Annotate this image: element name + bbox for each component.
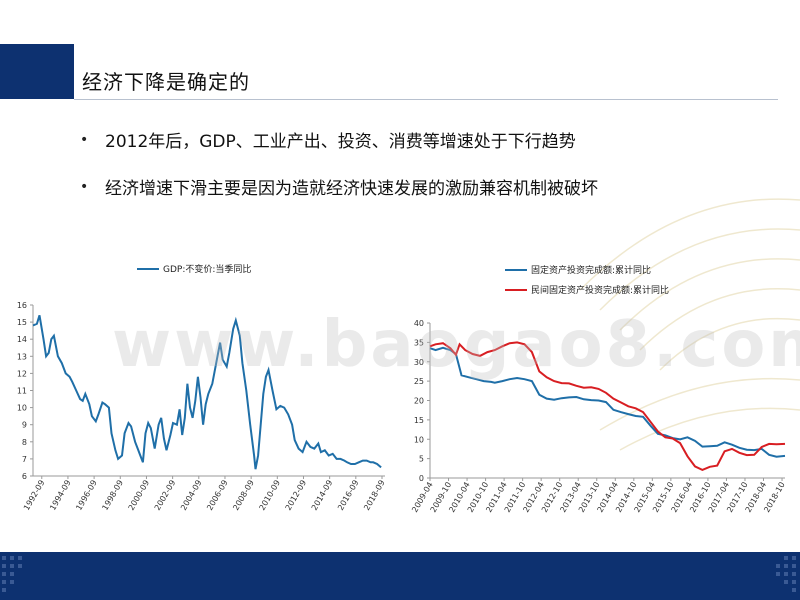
bullet-item-2: • 经济增速下滑主要是因为造就经济快速发展的激励兼容机制被破坏 xyxy=(80,174,598,200)
x-tick-label: 2000-09 xyxy=(127,479,152,512)
bullet-dot-icon: • xyxy=(80,178,89,195)
y-tick-label: 16 xyxy=(17,301,27,310)
x-tick-label: 2012-09 xyxy=(284,479,309,512)
grid-pattern-icon xyxy=(2,556,22,592)
bullet-item-1: • 2012年后，GDP、工业产出、投资、消费等增速处于下行趋势 xyxy=(80,127,576,153)
y-tick-label: 15 xyxy=(17,318,27,327)
y-tick-label: 25 xyxy=(414,377,424,386)
x-tick-label: 2016-09 xyxy=(336,479,361,512)
y-tick-label: 35 xyxy=(414,338,424,347)
y-tick-label: 12 xyxy=(17,369,27,378)
decorative-swirl-icon xyxy=(579,198,800,451)
y-tick-label: 11 xyxy=(17,387,27,396)
investment-chart: 05101520253035402009-042009-102010-04201… xyxy=(410,264,787,514)
x-tick-label: 2004-09 xyxy=(179,479,204,512)
y-tick-label: 10 xyxy=(414,435,424,444)
y-tick-label: 8 xyxy=(22,438,27,447)
x-tick-label: 2002-09 xyxy=(153,479,178,512)
bullet-dot-icon: • xyxy=(80,131,89,148)
y-tick-label: 10 xyxy=(17,404,27,413)
x-tick-label: 2006-09 xyxy=(205,479,230,512)
title-divider xyxy=(74,99,778,100)
x-tick-label: 1994-09 xyxy=(48,479,73,512)
header-corner-block xyxy=(0,44,74,99)
y-tick-label: 0 xyxy=(419,474,424,483)
series-line xyxy=(32,315,382,470)
x-tick-label: 2010-09 xyxy=(258,479,283,512)
bullet-text: 2012年后，GDP、工业产出、投资、消费等增速处于下行趋势 xyxy=(105,132,576,152)
y-tick-label: 15 xyxy=(414,416,424,425)
y-tick-label: 13 xyxy=(17,352,27,361)
x-tick-label: 2008-09 xyxy=(231,479,256,512)
gdp-chart: 6 7 8 9 10 11 12 13 14 15 16 1992-09 1994-09 1996-09 1… xyxy=(17,263,387,512)
series-line xyxy=(429,341,786,471)
legend-label: 民间固定资产投资完成额:累计同比 xyxy=(531,284,669,296)
x-tick-label: 1996-09 xyxy=(74,479,99,512)
y-tick-label: 6 xyxy=(22,472,27,481)
y-tick-label: 14 xyxy=(17,335,27,344)
y-tick-label: 20 xyxy=(414,397,424,406)
watermark-text: www.baogao8.com xyxy=(112,308,800,382)
y-tick-label: 5 xyxy=(419,455,424,464)
footer-bar xyxy=(0,552,800,600)
y-tick-label: 40 xyxy=(414,319,424,328)
x-tick-label: 1998-09 xyxy=(100,479,125,512)
y-tick-label: 9 xyxy=(22,421,27,430)
y-tick-label: 7 xyxy=(22,455,27,464)
title-bar: 经济下降是确定的 xyxy=(74,44,800,99)
x-tick-label: 2014-09 xyxy=(310,479,335,512)
slide-title: 经济下降是确定的 xyxy=(82,70,250,94)
grid-pattern-icon xyxy=(776,556,796,592)
x-tick-label: 2018-09 xyxy=(362,479,387,512)
series-line xyxy=(429,346,786,458)
legend-label: 固定资产投资完成额:累计同比 xyxy=(531,264,651,276)
x-tick-label: 1992-09 xyxy=(22,479,47,512)
bullet-text: 经济增速下滑主要是因为造就经济快速发展的激励兼容机制被破坏 xyxy=(105,179,598,199)
legend-label: GDP:不变价:当季同比 xyxy=(163,263,251,275)
y-tick-label: 30 xyxy=(414,358,424,367)
